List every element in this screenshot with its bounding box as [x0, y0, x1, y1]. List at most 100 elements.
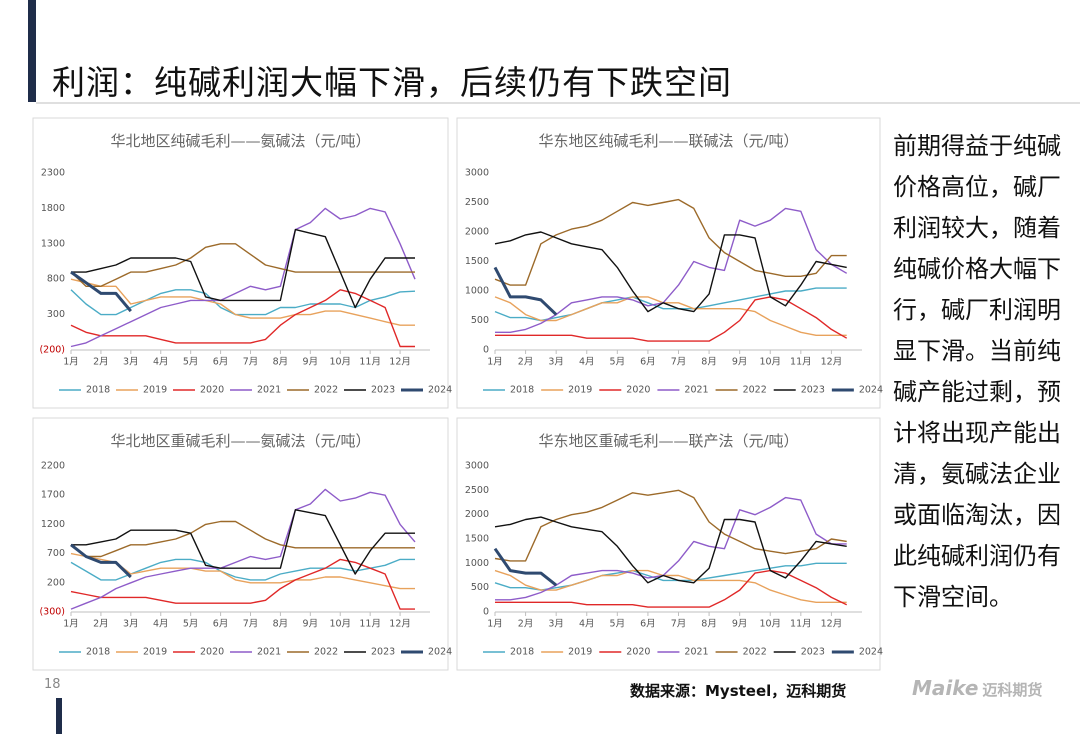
series-line — [70, 558, 415, 610]
x-tick-label: 6月 — [213, 619, 229, 630]
legend-label: 2022 — [743, 647, 767, 658]
y-tick-label: (300) — [39, 607, 65, 618]
series-line — [70, 270, 132, 313]
y-tick-label: 500 — [471, 315, 489, 326]
x-tick-label: 11月 — [790, 357, 812, 368]
series-line — [493, 547, 558, 587]
series-line — [495, 207, 848, 333]
x-tick-label: 10月 — [329, 357, 351, 368]
x-tick-label: 12月 — [389, 619, 411, 630]
series-line — [493, 266, 558, 316]
x-tick-label: 11月 — [359, 619, 381, 630]
x-tick-label: 1月 — [63, 357, 79, 368]
y-tick-label: 300 — [47, 309, 65, 320]
x-tick-label: 4月 — [579, 357, 595, 368]
logo: Maike 迈科期货 — [912, 676, 1042, 700]
x-tick-label: 5月 — [183, 357, 199, 368]
legend-label: 2020 — [200, 385, 224, 396]
legend-label: 2019 — [568, 647, 592, 658]
legend-label: 2018 — [86, 647, 110, 658]
x-tick-label: 11月 — [359, 357, 381, 368]
logo-latin: Maike — [912, 676, 979, 700]
legend-label: 2021 — [257, 385, 281, 396]
x-tick-label: 5月 — [610, 357, 626, 368]
legend-label: 2022 — [314, 385, 338, 396]
legend-label: 2019 — [568, 385, 592, 396]
x-tick-label: 7月 — [671, 619, 687, 630]
y-tick-label: 1800 — [41, 203, 65, 214]
x-tick-label: 12月 — [821, 357, 843, 368]
x-tick-label: 12月 — [821, 619, 843, 630]
legend-label: 2021 — [684, 647, 708, 658]
x-tick-label: 4月 — [153, 619, 169, 630]
y-tick-label: 2500 — [465, 197, 489, 208]
footer-bar — [56, 698, 62, 734]
x-tick-label: 2月 — [93, 619, 109, 630]
x-tick-label: 8月 — [701, 619, 717, 630]
x-tick-label: 9月 — [303, 619, 319, 630]
x-tick-label: 1月 — [487, 357, 503, 368]
y-tick-label: 3000 — [465, 461, 489, 472]
x-tick-label: 1月 — [487, 619, 503, 630]
series-line — [494, 296, 847, 336]
series-line — [494, 287, 847, 322]
x-tick-label: 6月 — [640, 619, 656, 630]
y-tick-label: 2200 — [41, 461, 65, 472]
y-tick-label: 2000 — [465, 227, 489, 238]
legend-label: 2023 — [371, 385, 395, 396]
y-tick-label: 1300 — [41, 238, 65, 249]
series-line — [71, 509, 415, 575]
chart-panel — [456, 117, 881, 409]
legend-label: 2022 — [743, 385, 767, 396]
series-line — [70, 552, 415, 590]
x-tick-label: 3月 — [123, 619, 139, 630]
chart: 华东地区纯碱毛利——联碱法（元/吨） 0 500 1000 1500 2000 2500 30… — [456, 117, 883, 409]
x-tick-label: 8月 — [273, 357, 289, 368]
legend-label: 2020 — [626, 647, 650, 658]
x-tick-label: 9月 — [732, 357, 748, 368]
legend-label: 2018 — [510, 385, 534, 396]
y-tick-label: 2000 — [465, 509, 489, 520]
series-line — [70, 543, 132, 579]
series-line — [495, 496, 847, 601]
source-note: 数据来源：Mysteel，迈科期货 — [630, 682, 847, 700]
chart: 华北地区纯碱毛利——氨碱法（元/吨） (200) 300 800 1300 1800 230… — [32, 117, 452, 409]
series-line — [70, 289, 415, 348]
x-tick-label: 4月 — [579, 619, 595, 630]
y-tick-label: 700 — [47, 548, 65, 559]
x-tick-label: 3月 — [123, 357, 139, 368]
x-tick-label: 2月 — [518, 619, 534, 630]
x-tick-label: 9月 — [303, 357, 319, 368]
x-tick-label: 2月 — [93, 357, 109, 368]
legend-label: 2023 — [371, 647, 395, 658]
y-tick-label: 1200 — [41, 519, 65, 530]
chart-title: 华东地区纯碱毛利——联碱法（元/吨） — [538, 132, 798, 150]
y-tick-label: 1000 — [465, 286, 489, 297]
page-number: 18 — [44, 677, 61, 692]
series-line — [70, 488, 416, 610]
legend-label: 2024 — [859, 385, 883, 396]
y-tick-label: 500 — [471, 582, 489, 593]
chart-title: 华北地区重碱毛利——氨碱法（元/吨） — [110, 432, 370, 450]
accent-bar — [28, 0, 36, 102]
x-tick-label: 10月 — [759, 357, 781, 368]
x-tick-label: 8月 — [273, 619, 289, 630]
y-tick-label: 1500 — [465, 256, 489, 267]
series-line — [70, 278, 415, 326]
x-tick-label: 5月 — [610, 619, 626, 630]
x-tick-label: 9月 — [732, 619, 748, 630]
chart-panel — [32, 117, 449, 409]
y-tick-label: 1500 — [465, 534, 489, 545]
x-tick-label: 4月 — [153, 357, 169, 368]
legend-label: 2021 — [257, 647, 281, 658]
chart-title: 华北地区纯碱毛利——氨碱法（元/吨） — [110, 132, 370, 150]
y-tick-label: 0 — [483, 607, 489, 618]
x-tick-label: 3月 — [548, 619, 564, 630]
x-tick-label: 2月 — [518, 357, 534, 368]
series-line — [70, 207, 416, 348]
legend-label: 2021 — [684, 385, 708, 396]
legend-label: 2024 — [428, 647, 452, 658]
y-tick-label: (200) — [39, 345, 65, 356]
